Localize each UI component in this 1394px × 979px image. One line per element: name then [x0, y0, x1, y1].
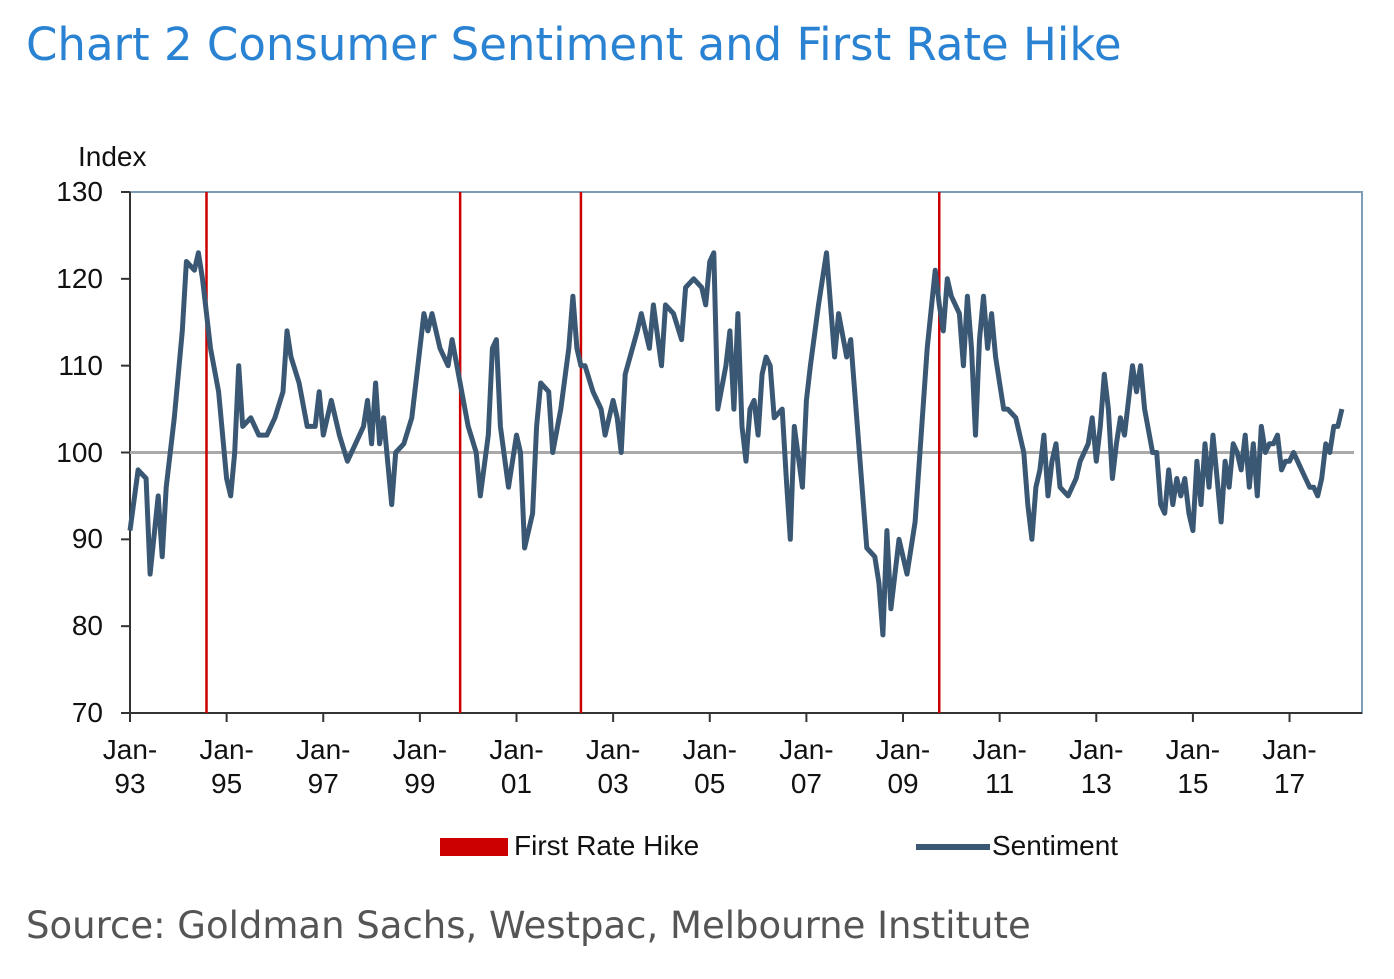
x-tick-label: Jan- 17 — [1262, 734, 1317, 799]
x-tick-label: Jan- 01 — [489, 734, 544, 799]
y-tick-label: 80 — [71, 610, 103, 642]
x-tick-label: Jan- 95 — [199, 734, 254, 799]
x-tick-label: Jan- 03 — [585, 734, 641, 799]
y-tick-label: 120 — [56, 262, 103, 294]
y-tick-label: 110 — [58, 349, 103, 381]
source-note: Source: Goldman Sachs, Westpac, Melbourn… — [26, 904, 1031, 947]
legend-label: Sentiment — [992, 830, 1119, 861]
x-tick-label: Jan- 99 — [392, 734, 448, 799]
x-tick-label: Jan- 09 — [875, 734, 931, 799]
x-tick-label: Jan- 13 — [1069, 734, 1124, 799]
x-tick-label: Jan- 05 — [682, 734, 737, 799]
sentiment-line — [127, 250, 1345, 638]
y-tick-label: 70 — [71, 697, 103, 728]
x-tick-label: Jan- 11 — [972, 734, 1027, 799]
chart-title: Chart 2 Consumer Sentiment and First Rat… — [26, 18, 1122, 71]
y-tick-label: 100 — [56, 436, 103, 468]
legend-label: First Rate Hike — [514, 830, 700, 861]
legend-swatch — [440, 838, 508, 856]
x-tick-label: Jan- 15 — [1165, 734, 1221, 799]
x-tick-label: Jan- 07 — [779, 734, 834, 799]
y-axis-label: Index — [78, 141, 147, 172]
y-tick-label: 90 — [71, 523, 103, 555]
x-tick-label: Jan- 93 — [102, 734, 158, 799]
x-tick-label: Jan- 97 — [296, 734, 351, 799]
y-tick-label: 130 — [56, 176, 103, 207]
